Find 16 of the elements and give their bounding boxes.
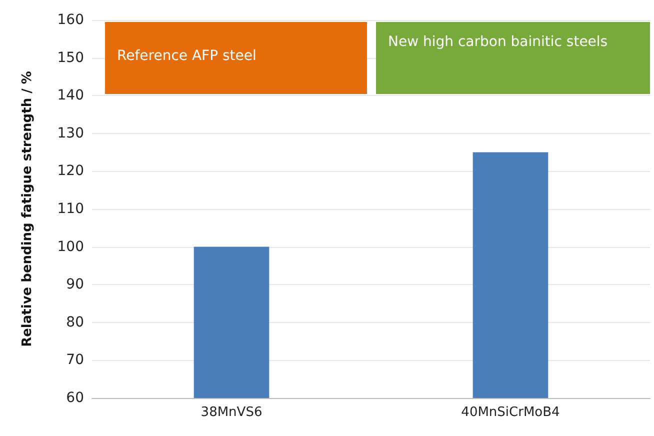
y-tick-label: 140 — [57, 88, 84, 104]
y-tick-label: 150 — [57, 50, 84, 66]
x-tick-label: 40MnSiCrMoB4 — [461, 405, 560, 420]
y-tick-label: 160 — [57, 12, 84, 28]
y-tick-label: 80 — [66, 314, 84, 330]
y-tick-label: 60 — [66, 390, 84, 406]
y-tick-label: 70 — [66, 352, 84, 368]
y-tick-label: 90 — [66, 276, 84, 293]
y-tick-label: 120 — [57, 163, 84, 180]
x-tick-label: 38MnVS6 — [200, 405, 262, 420]
y-tick-label: 110 — [57, 201, 84, 217]
caption-box: New high carbon bainitic steels — [376, 22, 650, 94]
caption-box: Reference AFP steel — [105, 22, 367, 94]
y-tick-label: 130 — [57, 125, 84, 142]
y-tick-label: 100 — [57, 238, 84, 255]
y-axis-title: Relative bending fatigue strength / % — [20, 71, 35, 347]
